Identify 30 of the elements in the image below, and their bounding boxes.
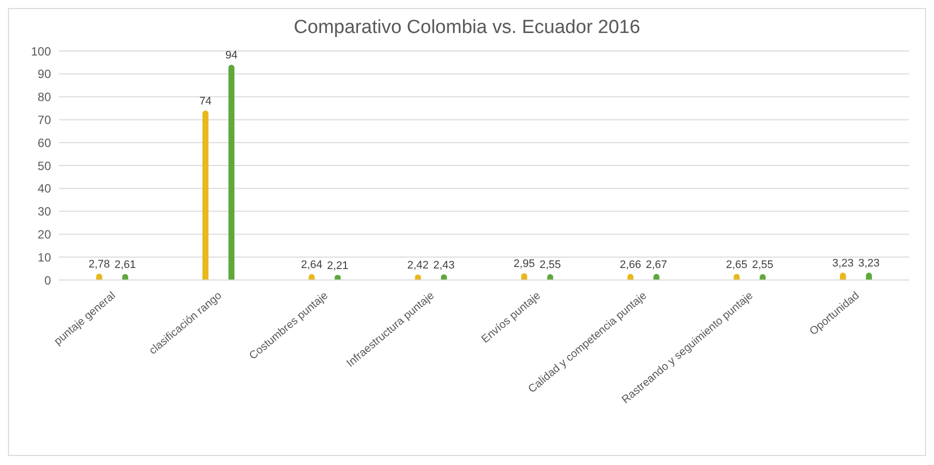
data-label: 2,95 <box>513 258 535 270</box>
data-label: 2,55 <box>752 259 774 272</box>
bar <box>202 110 208 280</box>
y-tick-label: 90 <box>38 67 52 82</box>
data-label: 2,61 <box>114 259 136 272</box>
data-label: 2,43 <box>433 259 455 272</box>
y-tick-label: 70 <box>38 112 52 127</box>
data-label: 2,65 <box>726 258 748 271</box>
data-label: 3,23 <box>858 258 880 270</box>
y-tick-label: 60 <box>38 136 52 150</box>
bar <box>228 64 234 280</box>
data-label: 2,78 <box>88 258 110 271</box>
data-label: 3,23 <box>832 258 854 270</box>
y-tick-label: 10 <box>38 250 52 264</box>
data-label: 2,55 <box>539 259 561 272</box>
y-tick-label: 50 <box>38 158 52 173</box>
data-label: 2,67 <box>646 258 668 271</box>
y-tick-label: 40 <box>38 182 52 196</box>
y-tick-label: 0 <box>44 273 52 288</box>
y-tick-label: 80 <box>38 90 52 104</box>
data-label: 94 <box>225 50 238 62</box>
data-label: 74 <box>199 96 212 108</box>
data-label: 2,42 <box>407 259 429 272</box>
y-tick-label: 100 <box>30 44 52 58</box>
data-label: 2,64 <box>300 258 322 271</box>
y-tick-label: 30 <box>38 204 52 219</box>
y-tick-label: 20 <box>38 227 52 242</box>
data-label: 2,21 <box>326 260 348 272</box>
chart-title: Comparativo Colombia vs. Ecuador 2016 <box>292 16 642 40</box>
data-label: 2,66 <box>620 258 642 271</box>
